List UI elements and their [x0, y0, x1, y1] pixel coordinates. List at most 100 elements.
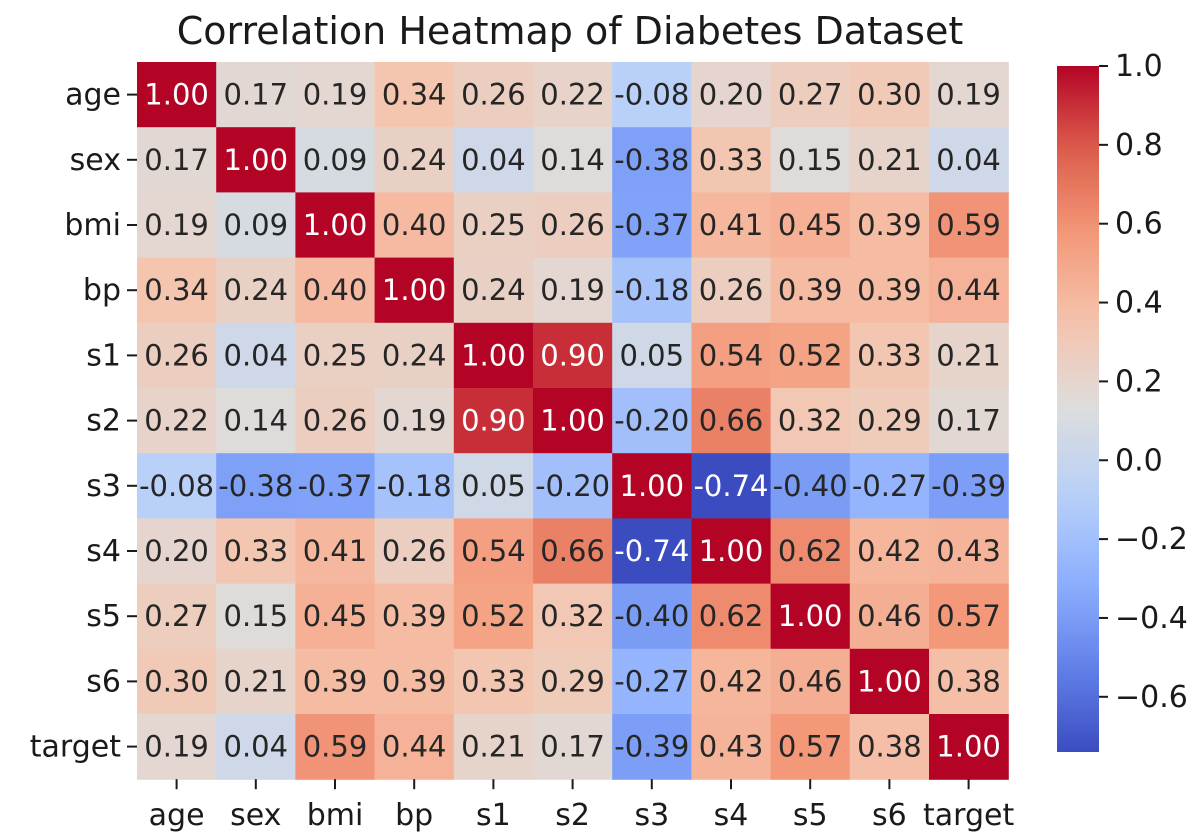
heatmap-cell-bp-s1 [453, 257, 534, 324]
cell-value-label: 0.26 [540, 208, 605, 242]
heatmap-cell-bp-age [137, 257, 217, 324]
heatmap-cell-s1-s5 [770, 322, 851, 389]
cell-value-label: -0.18 [614, 273, 689, 307]
cell-value-label: 0.32 [778, 404, 843, 438]
colorbar-tick-label: −0.2 [1115, 522, 1188, 557]
x-tick-label-target: target [923, 798, 1014, 833]
y-tick-label-age: age [65, 78, 121, 113]
heatmap-cell-s3-age [137, 453, 217, 519]
heatmap-cell-s6-bmi [295, 648, 376, 715]
cell-value-label: 0.14 [224, 404, 289, 438]
cell-value-label: 0.09 [224, 208, 289, 242]
cell-value-label: 0.45 [778, 208, 843, 242]
colorbar-tick-label: 0.4 [1115, 286, 1163, 321]
cell-value-label: 1.00 [303, 208, 368, 242]
y-axis-ticks: age sex bmi bp s1 s2 s3 s4 s5 s6 target [30, 78, 137, 765]
cell-value-label: -0.39 [614, 730, 689, 764]
cell-value-label: 0.04 [461, 143, 526, 177]
heatmap-cell-s6-target [929, 648, 1009, 715]
heatmap-cell-age-s3 [612, 62, 692, 128]
cell-value-label: 0.24 [382, 143, 447, 177]
x-tick-label-bmi: bmi [307, 798, 364, 833]
cell-value-label: 0.40 [303, 273, 368, 307]
cell-value-label: 0.26 [144, 338, 209, 372]
cell-value-label: 0.40 [382, 208, 447, 242]
cell-value-label: 1.00 [699, 534, 764, 568]
cell-value-label: 0.17 [936, 404, 1001, 438]
heatmap-cell-sex-sex [216, 127, 296, 193]
heatmap-cell-target-s3 [612, 714, 692, 780]
y-tick-label-s2: s2 [86, 404, 121, 439]
heatmap-cell-s2-bp [374, 388, 455, 454]
heatmap-cell-sex-s3 [612, 127, 692, 193]
cell-value-label: 0.90 [540, 338, 605, 372]
cell-value-label: 0.21 [224, 664, 289, 698]
cell-value-label: 0.41 [303, 534, 368, 568]
cell-value-label: 0.57 [778, 730, 843, 764]
heatmap-cell-s5-s2 [533, 583, 613, 650]
colorbar: 1.0 0.8 0.6 0.4 0.2 0.0 −0.2 −0.4 −0.6 [1057, 49, 1188, 752]
heatmap-cell-s4-s6 [849, 518, 930, 585]
heatmap-cell-target-bp [374, 714, 455, 780]
x-tick-label-s1: s1 [476, 798, 511, 833]
cell-value-label: -0.40 [773, 469, 848, 503]
cell-value-label: 0.27 [144, 599, 209, 633]
cell-value-label: 0.29 [857, 404, 922, 438]
heatmap-cell-s3-s3 [612, 453, 692, 519]
cell-value-label: -0.38 [218, 469, 293, 503]
cell-value-label: 0.66 [540, 534, 605, 568]
cell-value-label: -0.40 [614, 599, 689, 633]
cell-value-label: 0.39 [382, 599, 447, 633]
heatmap-cell-bmi-s3 [612, 192, 692, 259]
y-tick-label-s6: s6 [86, 664, 121, 699]
heatmap-cell-bmi-s5 [770, 192, 851, 259]
cell-value-label: 0.46 [778, 664, 843, 698]
cell-value-label: 0.19 [144, 208, 209, 242]
heatmap-cell-target-s5 [770, 714, 851, 780]
colorbar-tick-label: 0.0 [1115, 443, 1163, 478]
cell-value-label: -0.39 [931, 469, 1006, 503]
cell-value-label: 1.00 [224, 143, 289, 177]
heatmap-cell-s3-s1 [453, 453, 534, 519]
heatmap-cell-bp-bp [374, 257, 455, 324]
heatmap-cell-s3-s6 [849, 453, 930, 519]
cell-value-label: 0.44 [936, 273, 1001, 307]
heatmap-cell-bp-s5 [770, 257, 851, 324]
heatmap-cell-target-sex [216, 714, 296, 780]
cell-value-label: 0.57 [936, 599, 1001, 633]
colorbar-tick-label: 1.0 [1115, 49, 1163, 84]
cell-value-label: -0.37 [297, 469, 372, 503]
cell-value-label: 1.00 [620, 469, 685, 503]
heatmap-cell-s2-s3 [612, 388, 692, 454]
cell-value-label: 0.05 [461, 469, 526, 503]
heatmap-cell-s1-age [137, 322, 217, 389]
cell-value-label: 0.90 [461, 404, 526, 438]
cell-value-label: 0.04 [936, 143, 1001, 177]
cell-value-label: 0.54 [699, 338, 764, 372]
cell-value-label: 0.44 [382, 730, 447, 764]
heatmap-cell-s5-age [137, 583, 217, 650]
heatmap-cell-target-s4 [691, 714, 772, 780]
heatmap-cell-s5-s5 [770, 583, 851, 650]
heatmap-cell-s3-bmi [295, 453, 376, 519]
heatmap-cell-sex-bmi [295, 127, 376, 193]
heatmap-cell-s5-s4 [691, 583, 772, 650]
heatmap-cell-s6-s2 [533, 648, 613, 715]
cell-value-label: 0.59 [303, 730, 368, 764]
heatmap-cell-s1-bp [374, 322, 455, 389]
cell-value-label: 0.19 [144, 730, 209, 764]
cell-value-label: 0.33 [699, 143, 764, 177]
heatmap-cell-sex-s6 [849, 127, 930, 193]
cell-value-label: 1.00 [857, 664, 922, 698]
cell-value-label: -0.08 [614, 78, 689, 112]
cell-value-label: 0.04 [224, 730, 289, 764]
cell-value-label: 0.39 [778, 273, 843, 307]
heatmap-cell-target-age [137, 714, 217, 780]
cell-value-label: 0.21 [936, 338, 1001, 372]
cell-value-label: -0.37 [614, 208, 689, 242]
heatmap-cell-sex-age [137, 127, 217, 193]
heatmap-cell-s2-s5 [770, 388, 851, 454]
heatmap-cell-s4-s4 [691, 518, 772, 585]
cell-value-label: 0.62 [699, 599, 764, 633]
